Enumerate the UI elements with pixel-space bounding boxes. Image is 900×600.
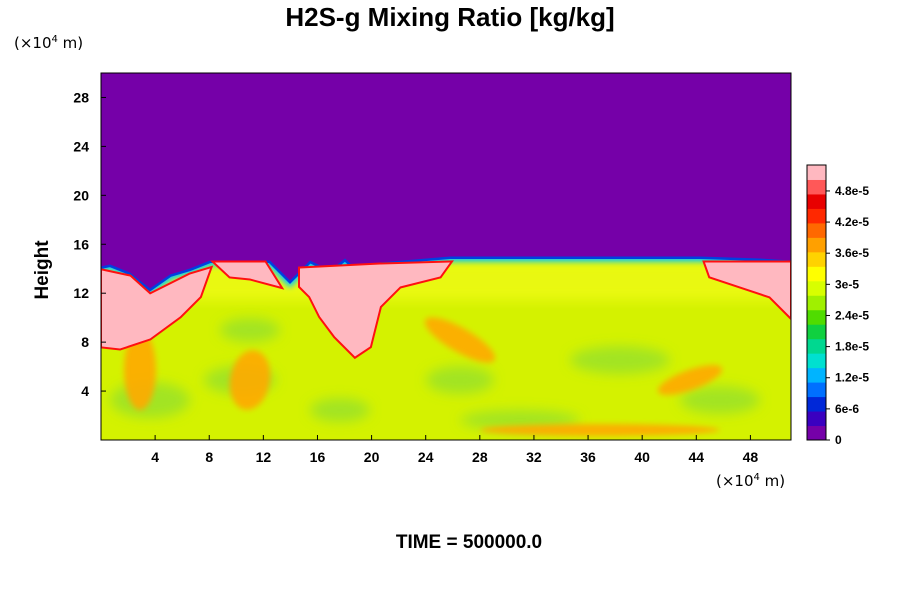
y-axis-unit: (×104 m) — [14, 34, 83, 52]
y-axis: 4 8 12 16 20 24 28 — [73, 89, 106, 399]
colorbar-tick-label: 4.2e-5 — [835, 215, 869, 229]
x-tick-label: 24 — [418, 449, 434, 465]
colorbar: 0 6e-6 1.2e-5 1.8e-5 2.4e-5 3e-5 3.6e-5 4.2e-5 4… — [806, 164, 869, 447]
chart-title: H2S-g Mixing Ratio [kg/kg] — [285, 2, 615, 32]
colorbar-tick-label: 3e-5 — [835, 277, 859, 291]
colorbar-swatch — [807, 222, 826, 238]
x-tick-label: 16 — [310, 449, 326, 465]
y-tick-label: 16 — [73, 236, 89, 252]
orange-eddy — [229, 350, 271, 410]
orange-eddy — [424, 317, 496, 363]
colorbar-swatch — [807, 208, 826, 224]
pink-region — [705, 262, 790, 317]
plot-area — [101, 73, 791, 440]
colorbar-tick-label: 6e-6 — [835, 402, 859, 416]
colorbar-swatch — [807, 165, 826, 180]
pink-region — [215, 262, 280, 287]
field-orange-eddies — [124, 317, 723, 436]
green-patch — [220, 318, 280, 342]
green-patch — [310, 398, 370, 422]
y-tick-label: 20 — [73, 187, 89, 203]
colorbar-swatch — [807, 193, 826, 209]
y-tick-label: 8 — [81, 334, 89, 350]
field-upper-layer — [101, 73, 791, 289]
green-patch — [570, 346, 670, 374]
colorbar-tick-label: 4.8e-5 — [835, 184, 869, 198]
x-tick-label: 12 — [256, 449, 272, 465]
colorbar-tick-label: 1.2e-5 — [835, 371, 869, 385]
x-unit-exponent: 4 — [753, 472, 760, 483]
colorbar-swatch — [807, 280, 826, 296]
x-unit-suffix: m) — [759, 472, 786, 490]
pink-region — [300, 262, 450, 357]
orange-eddy — [124, 330, 156, 410]
y-tick-label: 24 — [73, 138, 89, 154]
x-tick-label: 32 — [526, 449, 542, 465]
x-tick-label: 28 — [472, 449, 488, 465]
x-tick-label: 40 — [634, 449, 650, 465]
y-tick-label: 28 — [73, 89, 89, 105]
colorbar-swatch — [807, 251, 826, 267]
x-tick-label: 36 — [580, 449, 596, 465]
orange-eddy — [480, 424, 720, 436]
colorbar-tick-label: 1.8e-5 — [835, 340, 869, 354]
orange-eddy — [657, 365, 723, 395]
colorbar-swatch — [807, 353, 826, 369]
colorbar-swatch — [807, 295, 826, 311]
x-unit-prefix: (×10 — [716, 472, 754, 490]
x-tick-label: 48 — [743, 449, 759, 465]
colorbar-swatch — [807, 309, 826, 325]
colorbar-swatch — [807, 411, 826, 427]
colorbar-swatch — [807, 425, 826, 441]
colorbar-swatch — [807, 338, 826, 354]
green-patch — [426, 366, 494, 394]
y-unit-suffix: m) — [57, 34, 84, 52]
colorbar-swatch — [807, 237, 826, 253]
colorbar-swatch — [807, 324, 826, 340]
green-patch — [680, 386, 760, 414]
x-tick-label: 8 — [205, 449, 213, 465]
x-axis: 4 8 12 16 20 24 28 32 36 40 44 48 — [151, 435, 758, 465]
y-tick-label: 4 — [81, 383, 89, 399]
colorbar-swatch — [807, 396, 826, 412]
colorbar-tick-label: 3.6e-5 — [835, 246, 869, 260]
colorbar-swatch — [807, 266, 826, 282]
colorbar-tick-label: 0 — [835, 433, 842, 447]
x-tick-label: 20 — [364, 449, 380, 465]
colorbar-swatch — [807, 179, 826, 195]
colorbar-frame — [806, 164, 827, 441]
x-tick-label: 44 — [689, 449, 705, 465]
colorbar-tick-label: 2.4e-5 — [835, 308, 869, 322]
colorbar-swatch — [807, 367, 826, 383]
y-unit-prefix: (×10 — [14, 34, 52, 52]
y-unit-exponent: 4 — [51, 34, 58, 45]
pink-region — [102, 268, 210, 349]
x-axis-unit: (×104 m) — [716, 472, 785, 490]
x-tick-label: 4 — [151, 449, 159, 465]
plot-frame — [100, 72, 792, 441]
time-label: TIME = 500000.0 — [395, 532, 543, 553]
y-tick-label: 12 — [73, 285, 89, 301]
colorbar-swatch — [807, 382, 826, 398]
